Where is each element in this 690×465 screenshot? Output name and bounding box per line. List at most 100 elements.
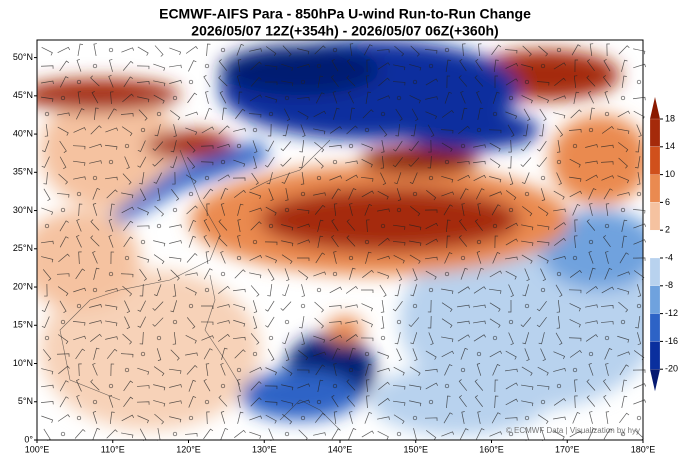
wind-barb <box>507 124 515 137</box>
wind-barb <box>553 351 566 360</box>
calm-wind <box>204 399 210 405</box>
wind-barb <box>381 140 385 153</box>
wind-barb <box>220 427 229 440</box>
wind-barb <box>574 59 579 73</box>
calm-wind <box>92 63 98 69</box>
wind-barb <box>41 300 50 312</box>
wind-barb <box>317 379 324 392</box>
wind-barb <box>378 237 390 247</box>
calm-wind <box>460 143 466 149</box>
wind-barb <box>265 95 278 103</box>
wind-barb <box>345 174 359 182</box>
calm-wind <box>508 207 514 213</box>
wind-barb <box>489 158 501 169</box>
calm-wind <box>428 399 434 405</box>
wind-barb <box>377 208 390 212</box>
calm-wind <box>556 47 562 53</box>
wind-barb <box>446 75 451 89</box>
wind-barb <box>41 368 54 375</box>
wind-barb <box>105 144 118 150</box>
wind-barb <box>333 203 338 216</box>
wind-barb <box>366 395 370 409</box>
wind-barb <box>393 64 406 71</box>
wind-barb <box>110 251 115 265</box>
wind-barb <box>634 429 644 441</box>
wind-barb <box>633 270 645 281</box>
wind-barb <box>313 432 326 436</box>
wind-barb <box>329 144 342 149</box>
wind-barb <box>153 366 165 377</box>
wind-barb <box>633 399 647 405</box>
wind-barb <box>250 285 260 297</box>
wind-barb <box>268 188 274 202</box>
wind-barb <box>203 428 214 440</box>
wind-barb <box>331 188 341 200</box>
wind-barb <box>297 110 309 120</box>
wind-barb <box>92 411 98 424</box>
wind-barb <box>618 301 629 313</box>
wind-barb <box>441 142 453 152</box>
calm-wind <box>220 47 226 53</box>
wind-barb <box>361 303 373 312</box>
wind-barb <box>409 95 421 104</box>
wind-barb <box>43 428 51 441</box>
wind-barb <box>94 107 99 121</box>
wind-barb <box>504 417 518 421</box>
wind-barb <box>537 254 549 264</box>
calm-wind <box>380 223 386 229</box>
wind-barb <box>169 256 182 262</box>
wind-barb <box>124 300 131 314</box>
wind-barb <box>360 337 374 342</box>
wind-barb <box>476 267 484 280</box>
wind-barb <box>73 176 86 180</box>
wind-barb <box>77 43 84 56</box>
wind-barb <box>617 351 631 357</box>
wind-barb <box>92 203 98 216</box>
wind-barb <box>476 363 482 376</box>
wind-barb <box>585 174 599 182</box>
wind-barb <box>489 270 502 278</box>
wind-barb <box>474 75 484 87</box>
wind-barb <box>76 108 85 120</box>
calm-wind <box>204 175 210 181</box>
calm-wind <box>44 223 50 229</box>
wind-barb <box>589 411 593 424</box>
wind-barb <box>139 428 147 442</box>
calm-wind <box>620 95 626 101</box>
wind-barb <box>409 366 421 376</box>
wind-barb <box>332 107 340 120</box>
wind-barb <box>600 321 614 325</box>
wind-barb <box>92 250 98 264</box>
wind-barb <box>489 142 501 152</box>
wind-barb <box>206 43 211 57</box>
wind-barb <box>441 176 454 183</box>
wind-barb <box>603 188 613 200</box>
wind-barb <box>280 157 292 167</box>
wind-barb <box>457 286 470 294</box>
calm-wind <box>444 383 450 389</box>
wind-barb <box>457 174 471 181</box>
wind-barb <box>524 348 530 362</box>
wind-barb <box>634 156 641 169</box>
wind-barb <box>268 428 274 442</box>
wind-barb <box>315 252 325 264</box>
calm-wind <box>588 351 594 357</box>
wind-barb <box>571 44 581 56</box>
wind-barb <box>460 267 468 280</box>
wind-barb <box>569 350 582 358</box>
wind-barb <box>314 317 324 329</box>
wind-barb <box>300 172 305 185</box>
wind-barb <box>585 320 598 324</box>
wind-barb <box>461 107 468 120</box>
wind-barb <box>539 108 547 121</box>
wind-barb <box>250 333 260 345</box>
calm-wind <box>60 207 66 213</box>
wind-barb <box>377 416 390 420</box>
wind-barb <box>428 332 434 346</box>
wind-barb <box>42 140 50 153</box>
wind-barb <box>172 332 177 345</box>
wind-barb <box>508 284 514 298</box>
wind-barb <box>89 320 102 324</box>
wind-barb <box>78 251 82 265</box>
wind-barb <box>525 428 529 441</box>
